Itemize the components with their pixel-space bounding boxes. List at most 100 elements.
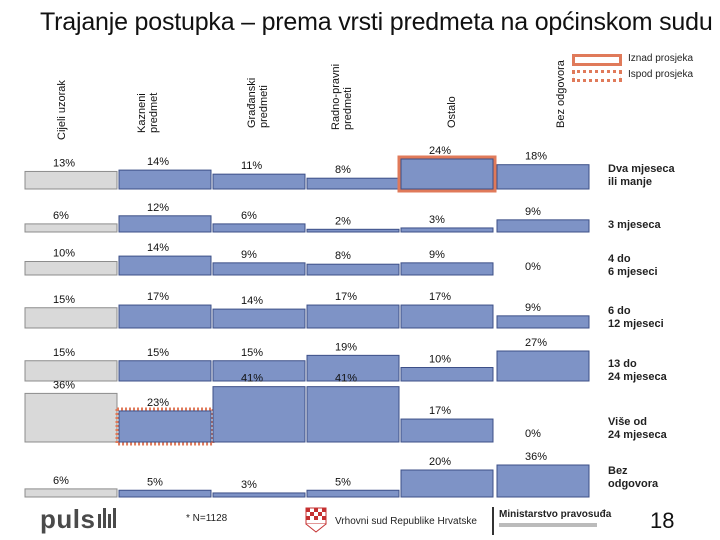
data-label-3-3: 17% [335, 291, 357, 303]
data-label-3-4: 19% [335, 341, 357, 353]
bar-5-0 [496, 164, 590, 190]
data-label-2-5: 41% [241, 373, 263, 385]
bar-2-6 [212, 492, 306, 498]
data-label-5-2: 0% [525, 261, 541, 273]
data-label-4-4: 10% [429, 354, 451, 366]
bar-5-4 [496, 350, 590, 382]
legend-label-above: Iznad prosjeka [628, 53, 694, 64]
data-label-1-0: 14% [147, 156, 169, 168]
data-label-3-5: 41% [335, 373, 357, 385]
bar-5-3 [496, 315, 590, 329]
data-label-0-5: 36% [53, 379, 75, 391]
bar-4-5 [400, 418, 494, 443]
puls-logo-text: puls [40, 504, 96, 534]
data-label-4-5: 17% [429, 405, 451, 417]
data-label-2-4: 15% [241, 347, 263, 359]
data-label-1-6: 5% [147, 476, 163, 488]
bar-1-6 [118, 489, 212, 498]
bar-1-0 [118, 169, 212, 190]
sample-size-note: * N=1128 [186, 513, 228, 524]
data-label-0-6: 6% [53, 475, 69, 487]
data-label-5-6: 36% [525, 451, 547, 463]
row-label-1: 3 mjeseca [608, 219, 661, 231]
bar-0-1 [24, 223, 118, 233]
data-label-4-6: 20% [429, 456, 451, 468]
bar-1-5 [118, 410, 212, 443]
data-label-3-1: 2% [335, 215, 351, 227]
bar-0-5 [24, 392, 118, 443]
data-label-2-3: 14% [241, 295, 263, 307]
data-label-2-0: 11% [241, 160, 262, 172]
data-label-4-3: 17% [429, 291, 451, 303]
data-label-3-2: 8% [335, 250, 351, 262]
bar-2-4 [212, 360, 306, 382]
data-label-0-2: 10% [53, 248, 75, 260]
bar-5-1 [496, 219, 590, 233]
bar-2-1 [212, 223, 306, 233]
row-label-2: 4 do 6 mjeseci [608, 253, 658, 278]
data-label-4-1: 3% [429, 214, 445, 226]
bar-4-6 [400, 469, 494, 498]
bar-1-4 [118, 360, 212, 382]
puls-logo: puls [40, 504, 117, 535]
bar-0-3 [24, 307, 118, 329]
data-label-5-5: 0% [525, 428, 541, 440]
data-label-2-1: 6% [241, 210, 257, 222]
data-label-5-3: 9% [525, 302, 541, 314]
data-label-3-0: 8% [335, 164, 351, 176]
row-label-5: Više od 24 mjeseca [608, 416, 668, 441]
bar-4-4 [400, 367, 494, 382]
legend-swatch-above [572, 54, 622, 66]
bar-1-1 [118, 215, 212, 233]
bar-3-4 [306, 354, 400, 382]
data-label-1-4: 15% [147, 347, 169, 359]
data-label-0-4: 15% [53, 347, 75, 359]
ministry-name: Ministarstvo pravosuđa [499, 509, 612, 520]
data-label-1-5: 23% [147, 397, 169, 409]
data-label-2-6: 3% [241, 479, 257, 491]
row-label-3: 6 do 12 mjeseci [608, 305, 664, 330]
row-label-6: Bez odgovora [608, 465, 659, 490]
bar-1-3 [118, 304, 212, 329]
legend-label-below: Ispod prosjeka [628, 69, 694, 80]
data-label-4-0: 24% [429, 145, 451, 157]
data-label-0-1: 6% [53, 210, 69, 222]
data-label-5-1: 9% [525, 206, 541, 218]
bar-3-5 [306, 386, 400, 443]
data-label-3-6: 5% [335, 476, 351, 488]
bar-1-2 [118, 255, 212, 276]
bar-3-6 [306, 489, 400, 498]
slide-title: Trajanje postupka – prema vrsti predmeta… [40, 8, 713, 36]
legend-swatch-below [572, 70, 622, 82]
court-name: Vrhovni sud Republike Hrvatske [335, 516, 477, 527]
data-label-2-2: 9% [241, 249, 257, 261]
bar-2-0 [212, 173, 306, 190]
data-label-5-4: 27% [525, 337, 547, 349]
data-label-4-2: 9% [429, 249, 445, 261]
page-number: 18 [650, 508, 675, 533]
ministry-subtitle-line [499, 523, 597, 527]
bar-0-6 [24, 488, 118, 498]
data-label-5-0: 18% [525, 151, 547, 163]
data-label-0-0: 13% [53, 157, 75, 169]
bar-3-1 [306, 228, 400, 233]
bar-2-3 [212, 308, 306, 329]
bar-5-6 [496, 464, 590, 498]
bar-3-2 [306, 263, 400, 276]
row-label-0: Dva mjeseca ili manje [608, 163, 676, 188]
bar-2-2 [212, 262, 306, 276]
bar-0-0 [24, 170, 118, 190]
row-label-4: 13 do 24 mjeseca [608, 358, 668, 383]
bar-4-0 [400, 158, 494, 190]
bar-4-2 [400, 262, 494, 276]
data-label-0-3: 15% [53, 294, 75, 306]
bar-3-3 [306, 304, 400, 329]
data-label-1-3: 17% [147, 291, 169, 303]
data-label-1-2: 14% [147, 242, 169, 254]
ministry-logo: Ministarstvo pravosuđa [492, 507, 611, 535]
data-label-1-1: 12% [147, 202, 169, 214]
croatia-coat-of-arms-icon [305, 507, 327, 533]
bar-0-2 [24, 261, 118, 276]
